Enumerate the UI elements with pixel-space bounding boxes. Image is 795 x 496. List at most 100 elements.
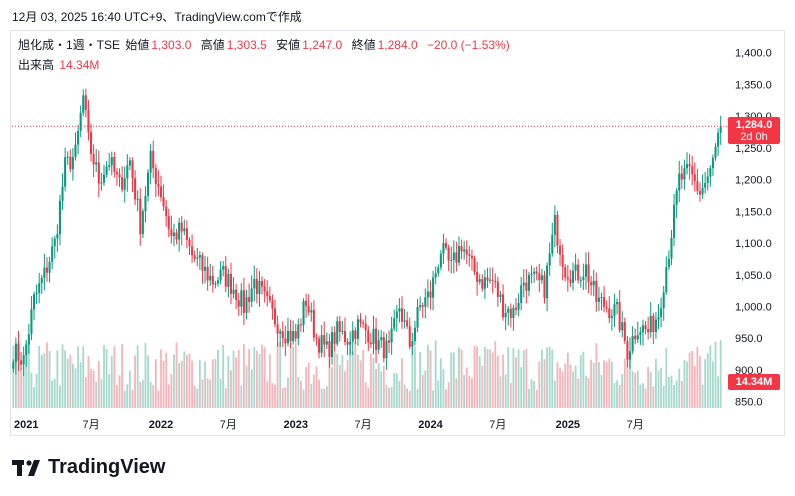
candle-body	[258, 280, 261, 295]
volume-bar	[401, 358, 403, 408]
volume-bar	[592, 362, 595, 408]
volume-bar	[385, 384, 388, 408]
volume-bar	[406, 388, 409, 408]
y-tick-label: 850.0	[735, 397, 763, 409]
volume-bar	[271, 383, 274, 408]
volume-bar	[649, 371, 652, 408]
volume-bar	[74, 368, 77, 408]
x-tick-label: 2023	[283, 419, 307, 431]
volume-bar	[667, 377, 670, 408]
candle-body	[564, 266, 567, 278]
candle-body	[211, 275, 214, 285]
volume-bar	[605, 361, 608, 408]
candle-body	[413, 327, 416, 342]
candle-body	[61, 186, 64, 201]
volume-bar	[662, 385, 665, 408]
volume-bar	[507, 346, 510, 408]
candle-body	[115, 171, 118, 175]
volume-bar	[538, 361, 541, 408]
y-tick-label: 1,050.0	[735, 270, 772, 282]
candle-body	[717, 132, 720, 147]
volume-bar	[455, 378, 458, 408]
candle-body	[310, 310, 313, 313]
volume-bar	[616, 380, 618, 408]
candle-body	[455, 252, 458, 263]
volume-bar	[217, 349, 219, 408]
volume-bar	[699, 356, 701, 408]
volume-bar	[175, 342, 178, 408]
volume-bar	[196, 388, 199, 408]
legend-symbol[interactable]: 旭化成・1週・TSE	[18, 38, 121, 52]
volume-bar	[261, 344, 263, 408]
candle-body	[486, 277, 489, 281]
candle-body	[691, 166, 694, 175]
candle-body	[318, 338, 321, 353]
x-tick-label: 7月	[220, 419, 237, 431]
chart-frame[interactable]	[10, 30, 785, 436]
candle-body	[491, 279, 494, 281]
candle-body	[191, 246, 194, 256]
volume-bar	[51, 380, 54, 408]
candle-body	[522, 282, 525, 286]
candle-body	[346, 341, 349, 345]
candle-body	[185, 228, 188, 240]
candle-body	[343, 330, 347, 342]
volume-bar	[289, 343, 292, 408]
candle-body	[372, 328, 375, 344]
volume-bar	[253, 346, 256, 408]
candle-body	[512, 307, 515, 319]
candle-body	[470, 255, 473, 259]
candle-body	[450, 259, 453, 261]
candle-body	[675, 190, 678, 205]
volume-bar	[608, 358, 611, 408]
candle-body	[380, 337, 383, 341]
volume-bar	[279, 342, 282, 408]
candle-body	[159, 186, 163, 198]
candle-body	[196, 257, 199, 259]
volume-bar	[173, 354, 175, 408]
volume-bar	[240, 385, 243, 408]
candle-body	[426, 291, 429, 298]
volume-bar	[675, 380, 678, 408]
candle-body	[248, 297, 251, 302]
candle-body	[634, 335, 637, 340]
candle-body	[128, 160, 131, 166]
candle-body	[328, 341, 331, 358]
volume-bar	[214, 358, 217, 408]
candle-body	[592, 280, 595, 286]
volume-bar	[224, 388, 227, 408]
candle-body	[605, 307, 608, 309]
volume-bar	[403, 384, 406, 408]
candle-body	[711, 157, 714, 169]
tradingview-logo[interactable]: TradingView	[12, 456, 165, 479]
candle-body	[400, 308, 404, 322]
candle-body	[66, 156, 69, 158]
candle-body	[48, 261, 51, 273]
candle-body	[51, 246, 54, 262]
volume-bar	[331, 367, 333, 408]
volume-bar	[569, 364, 572, 408]
volume-bar	[577, 378, 580, 408]
volume-bar	[566, 352, 569, 408]
y-tick-label: 1,250.0	[735, 143, 772, 155]
volume-bar	[191, 360, 193, 408]
candle-body	[561, 254, 564, 267]
candle-body	[139, 198, 142, 235]
candle-body	[403, 320, 406, 322]
timestamp: 12月 03, 2025 16:40 UTC+9、TradingView.com…	[12, 10, 302, 24]
candle-body	[201, 255, 204, 271]
candle-body	[685, 164, 689, 169]
candle-body	[89, 132, 93, 154]
volume-bar	[147, 355, 149, 408]
candle-body	[323, 335, 326, 345]
volume-bar	[590, 359, 593, 408]
legend-high: 1,303.5	[226, 38, 267, 52]
volume-bar	[629, 358, 631, 408]
volume-bar	[268, 354, 271, 408]
volume-bar	[362, 350, 365, 408]
candle-body	[476, 271, 479, 282]
candle-body	[688, 164, 691, 167]
volume-bar	[432, 390, 434, 408]
candle-body	[616, 301, 619, 305]
